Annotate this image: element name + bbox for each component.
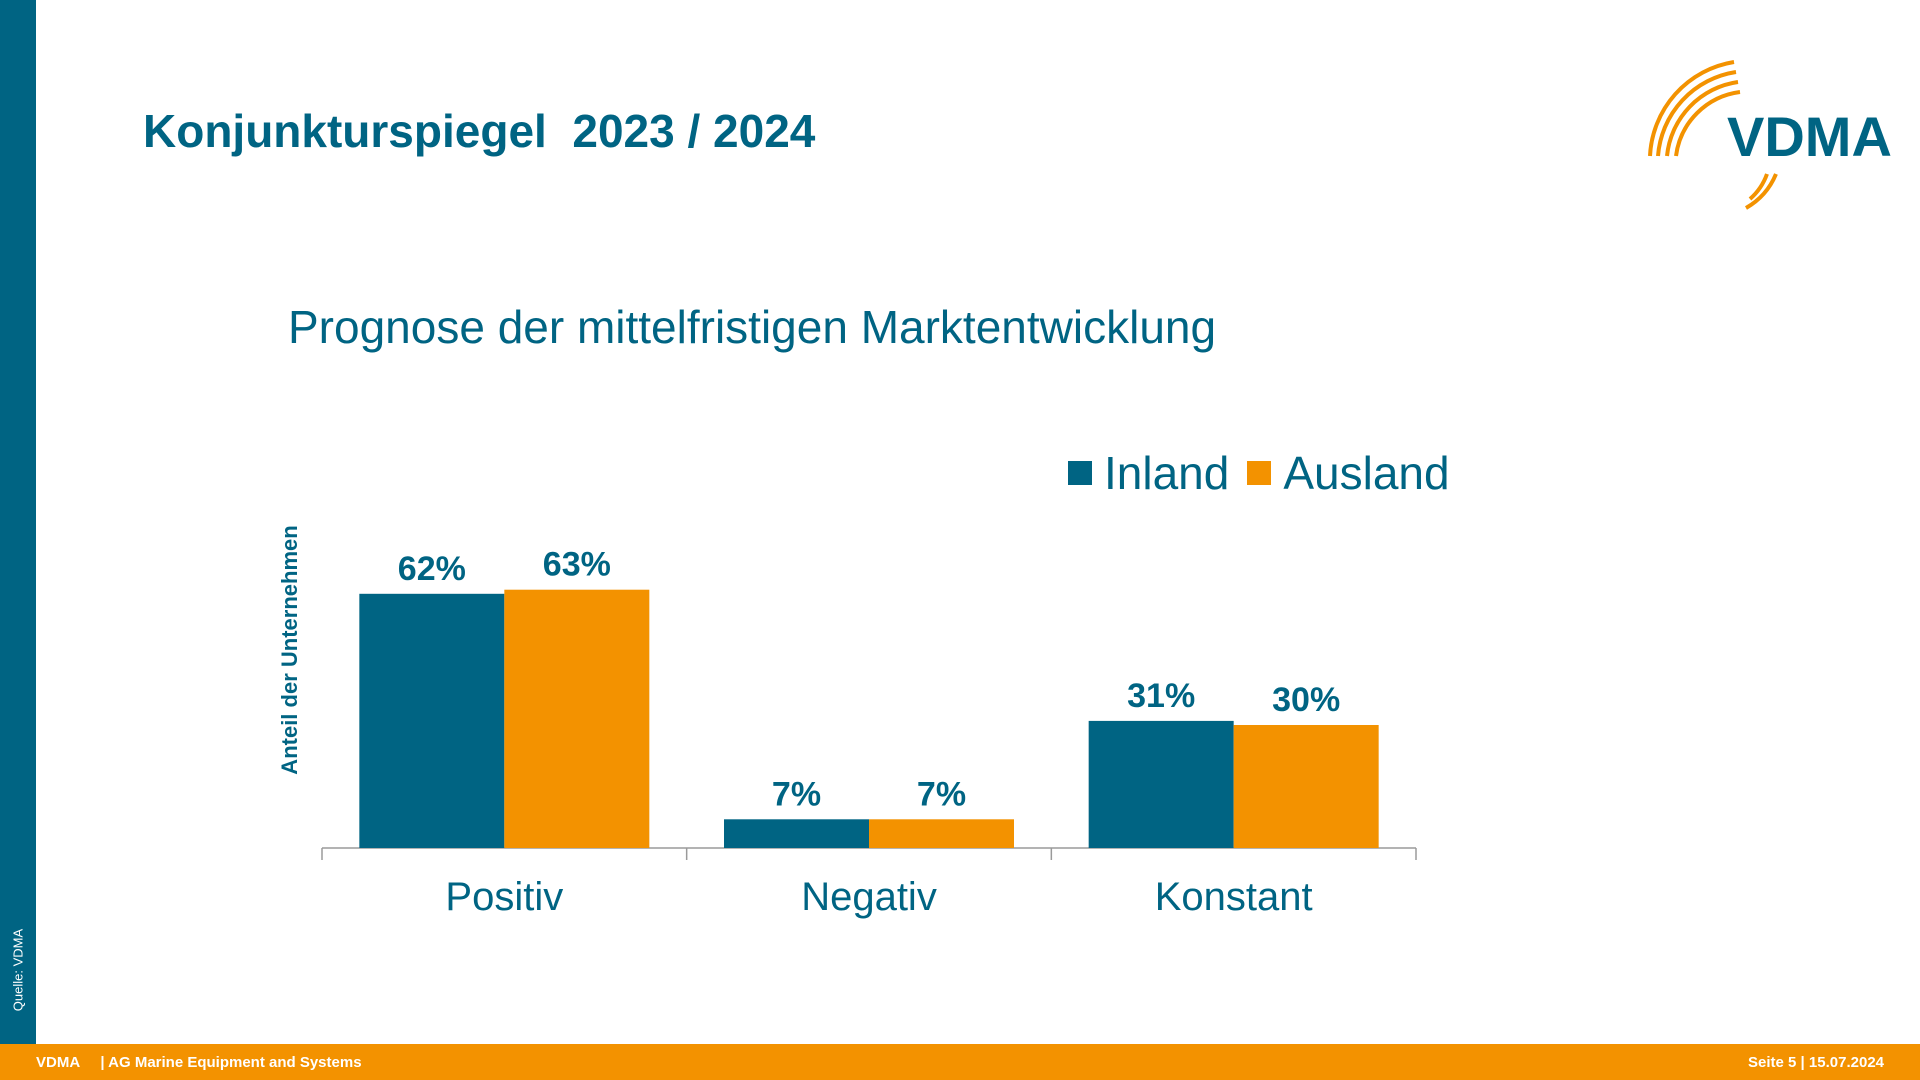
data-label: 63%	[543, 546, 611, 584]
logo-text: VDMA	[1727, 105, 1892, 168]
bar-ausland-konstant	[1233, 725, 1379, 848]
data-label: 7%	[917, 775, 966, 813]
logo-arc-5	[1744, 173, 1778, 210]
legend-swatch-inland	[1068, 461, 1092, 485]
bar-inland-negativ	[724, 819, 869, 848]
chart-title: Prognose der mittelfristigen Marktentwic…	[288, 301, 1217, 353]
footer-group: | AG Marine Equipment and Systems	[100, 1054, 362, 1071]
left-accent-bar: Quelle: VDMA	[0, 0, 36, 1044]
vdma-logo: VDMA	[1648, 56, 1892, 221]
logo-arc-3	[1665, 80, 1739, 157]
data-label: 31%	[1127, 677, 1195, 715]
footer-left: VDMA | AG Marine Equipment and Systems	[36, 1054, 362, 1071]
footer-org: VDMA	[36, 1054, 81, 1071]
legend-label-inland: Inland	[1104, 447, 1230, 499]
data-label: 30%	[1272, 681, 1340, 719]
data-label: 62%	[398, 550, 466, 588]
category-label: Positiv	[445, 875, 563, 919]
legend-label-ausland: Ausland	[1283, 447, 1450, 499]
category-label: Negativ	[801, 875, 937, 919]
logo-arc-1	[1648, 60, 1735, 157]
legend-swatch-ausland	[1247, 461, 1272, 485]
logo-arc-6	[1748, 173, 1769, 201]
data-label: 7%	[772, 775, 821, 813]
category-label: Konstant	[1155, 875, 1313, 919]
bar-ausland-positiv	[504, 589, 650, 848]
bar-ausland-negativ	[869, 819, 1014, 848]
logo-arc-2	[1656, 70, 1737, 157]
footer-page: Seite 5 | 15.07.2024	[1748, 1054, 1884, 1071]
y-axis-label: Anteil der Unternehmen	[277, 525, 302, 774]
chart-legend: Inland Ausland	[1068, 446, 1468, 500]
footer-bar: VDMA | AG Marine Equipment and Systems S…	[0, 1044, 1920, 1080]
bar-inland-konstant	[1088, 720, 1234, 848]
logo-arc-4	[1674, 90, 1741, 157]
slide-title: Konjunkturspiegel 2023 / 2024	[143, 105, 816, 157]
bar-inland-positiv	[359, 593, 505, 848]
